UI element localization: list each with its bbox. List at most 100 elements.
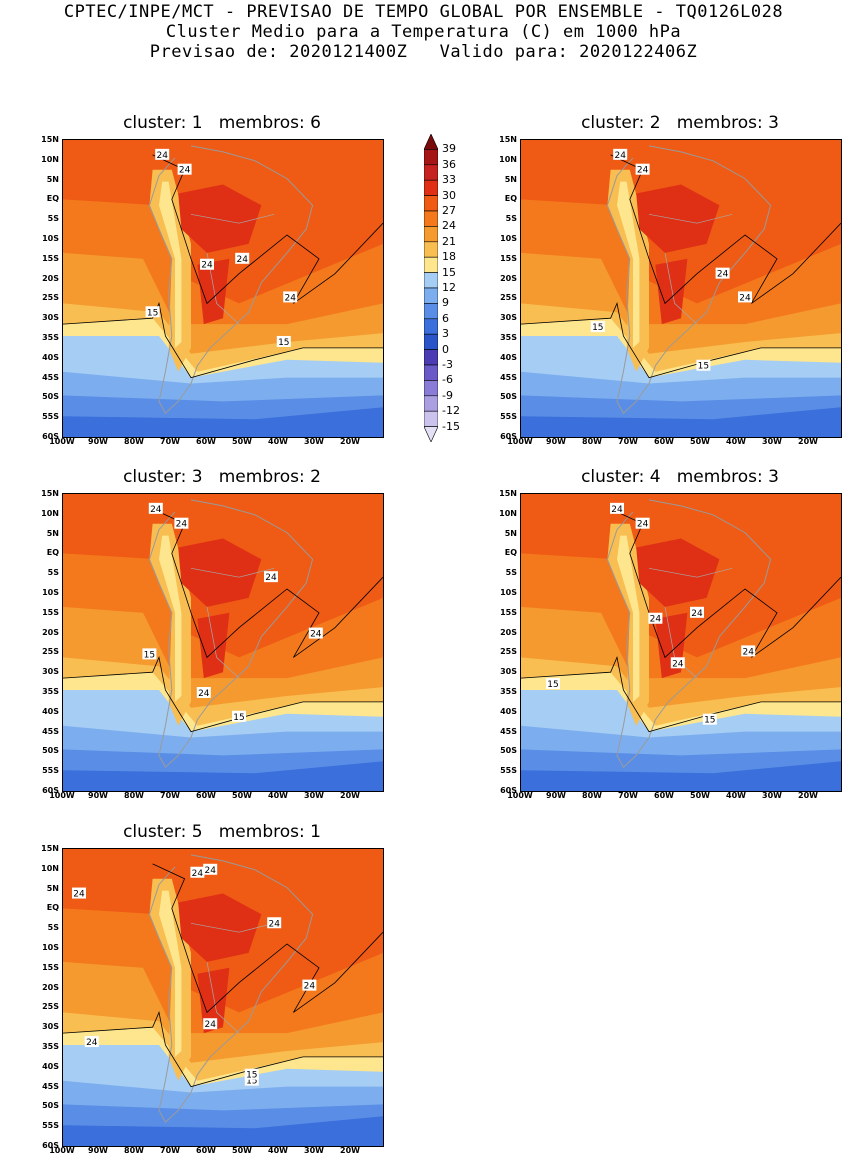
svg-text:24: 24 <box>86 1038 98 1048</box>
colorbar-segment <box>423 164 439 181</box>
contour-label: 24 <box>174 517 189 530</box>
svg-text:24: 24 <box>236 255 248 265</box>
lon-tick-label: 50W <box>232 1146 252 1155</box>
contour-label: 24 <box>264 571 278 583</box>
lat-tick-label: 20S <box>42 982 59 992</box>
contour-label: 24 <box>84 1036 99 1048</box>
svg-text:24: 24 <box>691 609 703 619</box>
lat-tick-label: 5S <box>47 568 59 578</box>
lon-tick-label: 60W <box>654 437 674 446</box>
panel-title-1: cluster: 1 membros: 6 <box>123 113 321 133</box>
colorbar-label: 36 <box>442 157 456 171</box>
contour-label: 24 <box>610 502 624 515</box>
contour-label: 15 <box>232 710 246 723</box>
lat-tick-label: 60S <box>500 786 517 795</box>
svg-text:15: 15 <box>246 1071 257 1081</box>
lat-tick-label: 10N <box>499 154 517 164</box>
colorbar-segment <box>423 380 439 397</box>
contour-label: 24 <box>741 645 756 657</box>
lon-tick-label: 100W <box>49 437 75 446</box>
svg-text:24: 24 <box>717 270 729 280</box>
lon-tick-label: 90W <box>88 791 108 800</box>
lat-tick-label: EQ <box>46 548 59 558</box>
lat-tick-label: 50S <box>42 392 59 402</box>
contour-label: 24 <box>72 887 86 900</box>
lat-tick-label: 5N <box>504 174 517 184</box>
contour-label: 24 <box>283 291 298 303</box>
lon-tick-label: 40W <box>268 437 288 446</box>
lat-tick-label: 10S <box>500 234 517 243</box>
contour-label: 15 <box>696 359 711 372</box>
colorbar-label: 0 <box>442 342 449 356</box>
lon-tick-label: 60W <box>196 1146 216 1155</box>
svg-text:15: 15 <box>144 650 155 660</box>
colorbar-label: 3 <box>442 327 449 341</box>
colorbar-segment <box>423 241 439 258</box>
lat-tick-label: 55S <box>500 412 517 422</box>
svg-text:15: 15 <box>698 362 709 372</box>
header-line-3: Previsao de: 2020121400Z Valido para: 20… <box>149 42 698 62</box>
lat-tick-label: 15N <box>41 844 59 853</box>
panel-title-2: cluster: 2 membros: 3 <box>581 113 779 133</box>
lat-tick-label: 50S <box>500 392 517 402</box>
contour-label: 24 <box>235 252 250 265</box>
lat-tick-label: 5N <box>46 528 59 538</box>
lon-tick-label: 70W <box>160 437 180 446</box>
lat-tick-label: 55S <box>42 412 59 422</box>
lat-tick-label: 5N <box>46 174 59 184</box>
lon-tick-label: 80W <box>582 791 602 800</box>
lat-tick-label: 30S <box>42 667 59 677</box>
colorbar-label: 6 <box>442 311 449 325</box>
colorbar-segment <box>423 349 439 366</box>
lat-tick-label: 15S <box>500 607 517 617</box>
lat-tick-label: EQ <box>46 903 59 913</box>
svg-text:24: 24 <box>73 890 85 900</box>
contour-label: 15 <box>244 1074 259 1087</box>
lon-tick-label: 30W <box>304 1146 324 1155</box>
lon-tick-label: 80W <box>124 1146 144 1155</box>
lat-tick-label: 25S <box>42 647 59 657</box>
svg-text:15: 15 <box>233 713 244 723</box>
lon-tick-label: 70W <box>160 1146 180 1155</box>
lon-tick-label: 60W <box>654 791 674 800</box>
colorbar-label: 39 <box>442 142 456 156</box>
contour-label: 15 <box>276 335 291 348</box>
colorbar-label: -6 <box>442 373 453 387</box>
lat-tick-label: 35S <box>42 1042 59 1051</box>
lat-tick-label: 25S <box>42 293 59 303</box>
lat-tick-label: 25S <box>42 1002 59 1012</box>
lon-tick-label: 80W <box>582 437 602 446</box>
contour-label: 24 <box>203 863 218 876</box>
lat-tick-label: 45S <box>42 372 59 382</box>
lat-tick-label: 20S <box>42 273 59 283</box>
lon-tick-label: 20W <box>340 791 360 800</box>
lon-tick-label: 60W <box>196 437 216 446</box>
svg-text:24: 24 <box>204 866 216 876</box>
cluster-map-4: 24 24 24 24 24 24 15 15 <box>520 493 842 792</box>
lon-tick-label: 50W <box>232 437 252 446</box>
lon-tick-label: 80W <box>124 437 144 446</box>
svg-text:24: 24 <box>637 520 649 530</box>
lat-tick-label: 10N <box>499 508 517 518</box>
cluster-map-3: 24 24 24 24 24 15 15 <box>62 493 384 792</box>
lon-tick-label: 40W <box>726 791 746 800</box>
lat-tick-label: 35S <box>500 687 517 696</box>
colorbar-segment <box>423 426 439 443</box>
svg-text:24: 24 <box>672 659 684 669</box>
cluster-map-1: 24 24 24 24 24 15 15 <box>62 139 384 438</box>
colorbar-segment <box>423 272 439 289</box>
lat-tick-label: 15N <box>499 489 517 498</box>
colorbar-label: 12 <box>442 281 456 294</box>
lat-tick-label: 5S <box>47 923 59 933</box>
lat-tick-label: 25S <box>500 293 517 303</box>
lon-tick-label: 80W <box>124 791 144 800</box>
lat-tick-label: 15S <box>42 607 59 617</box>
colorbar-label: -12 <box>442 404 460 418</box>
lat-tick-label: 35S <box>42 687 59 696</box>
lat-tick-label: 55S <box>42 1121 59 1131</box>
lat-tick-label: 20S <box>42 627 59 637</box>
cluster-map-2: 24 24 24 24 15 15 <box>520 139 842 438</box>
colorbar-segment <box>423 410 439 427</box>
svg-text:15: 15 <box>547 680 558 690</box>
lat-tick-label: 35S <box>500 333 517 342</box>
